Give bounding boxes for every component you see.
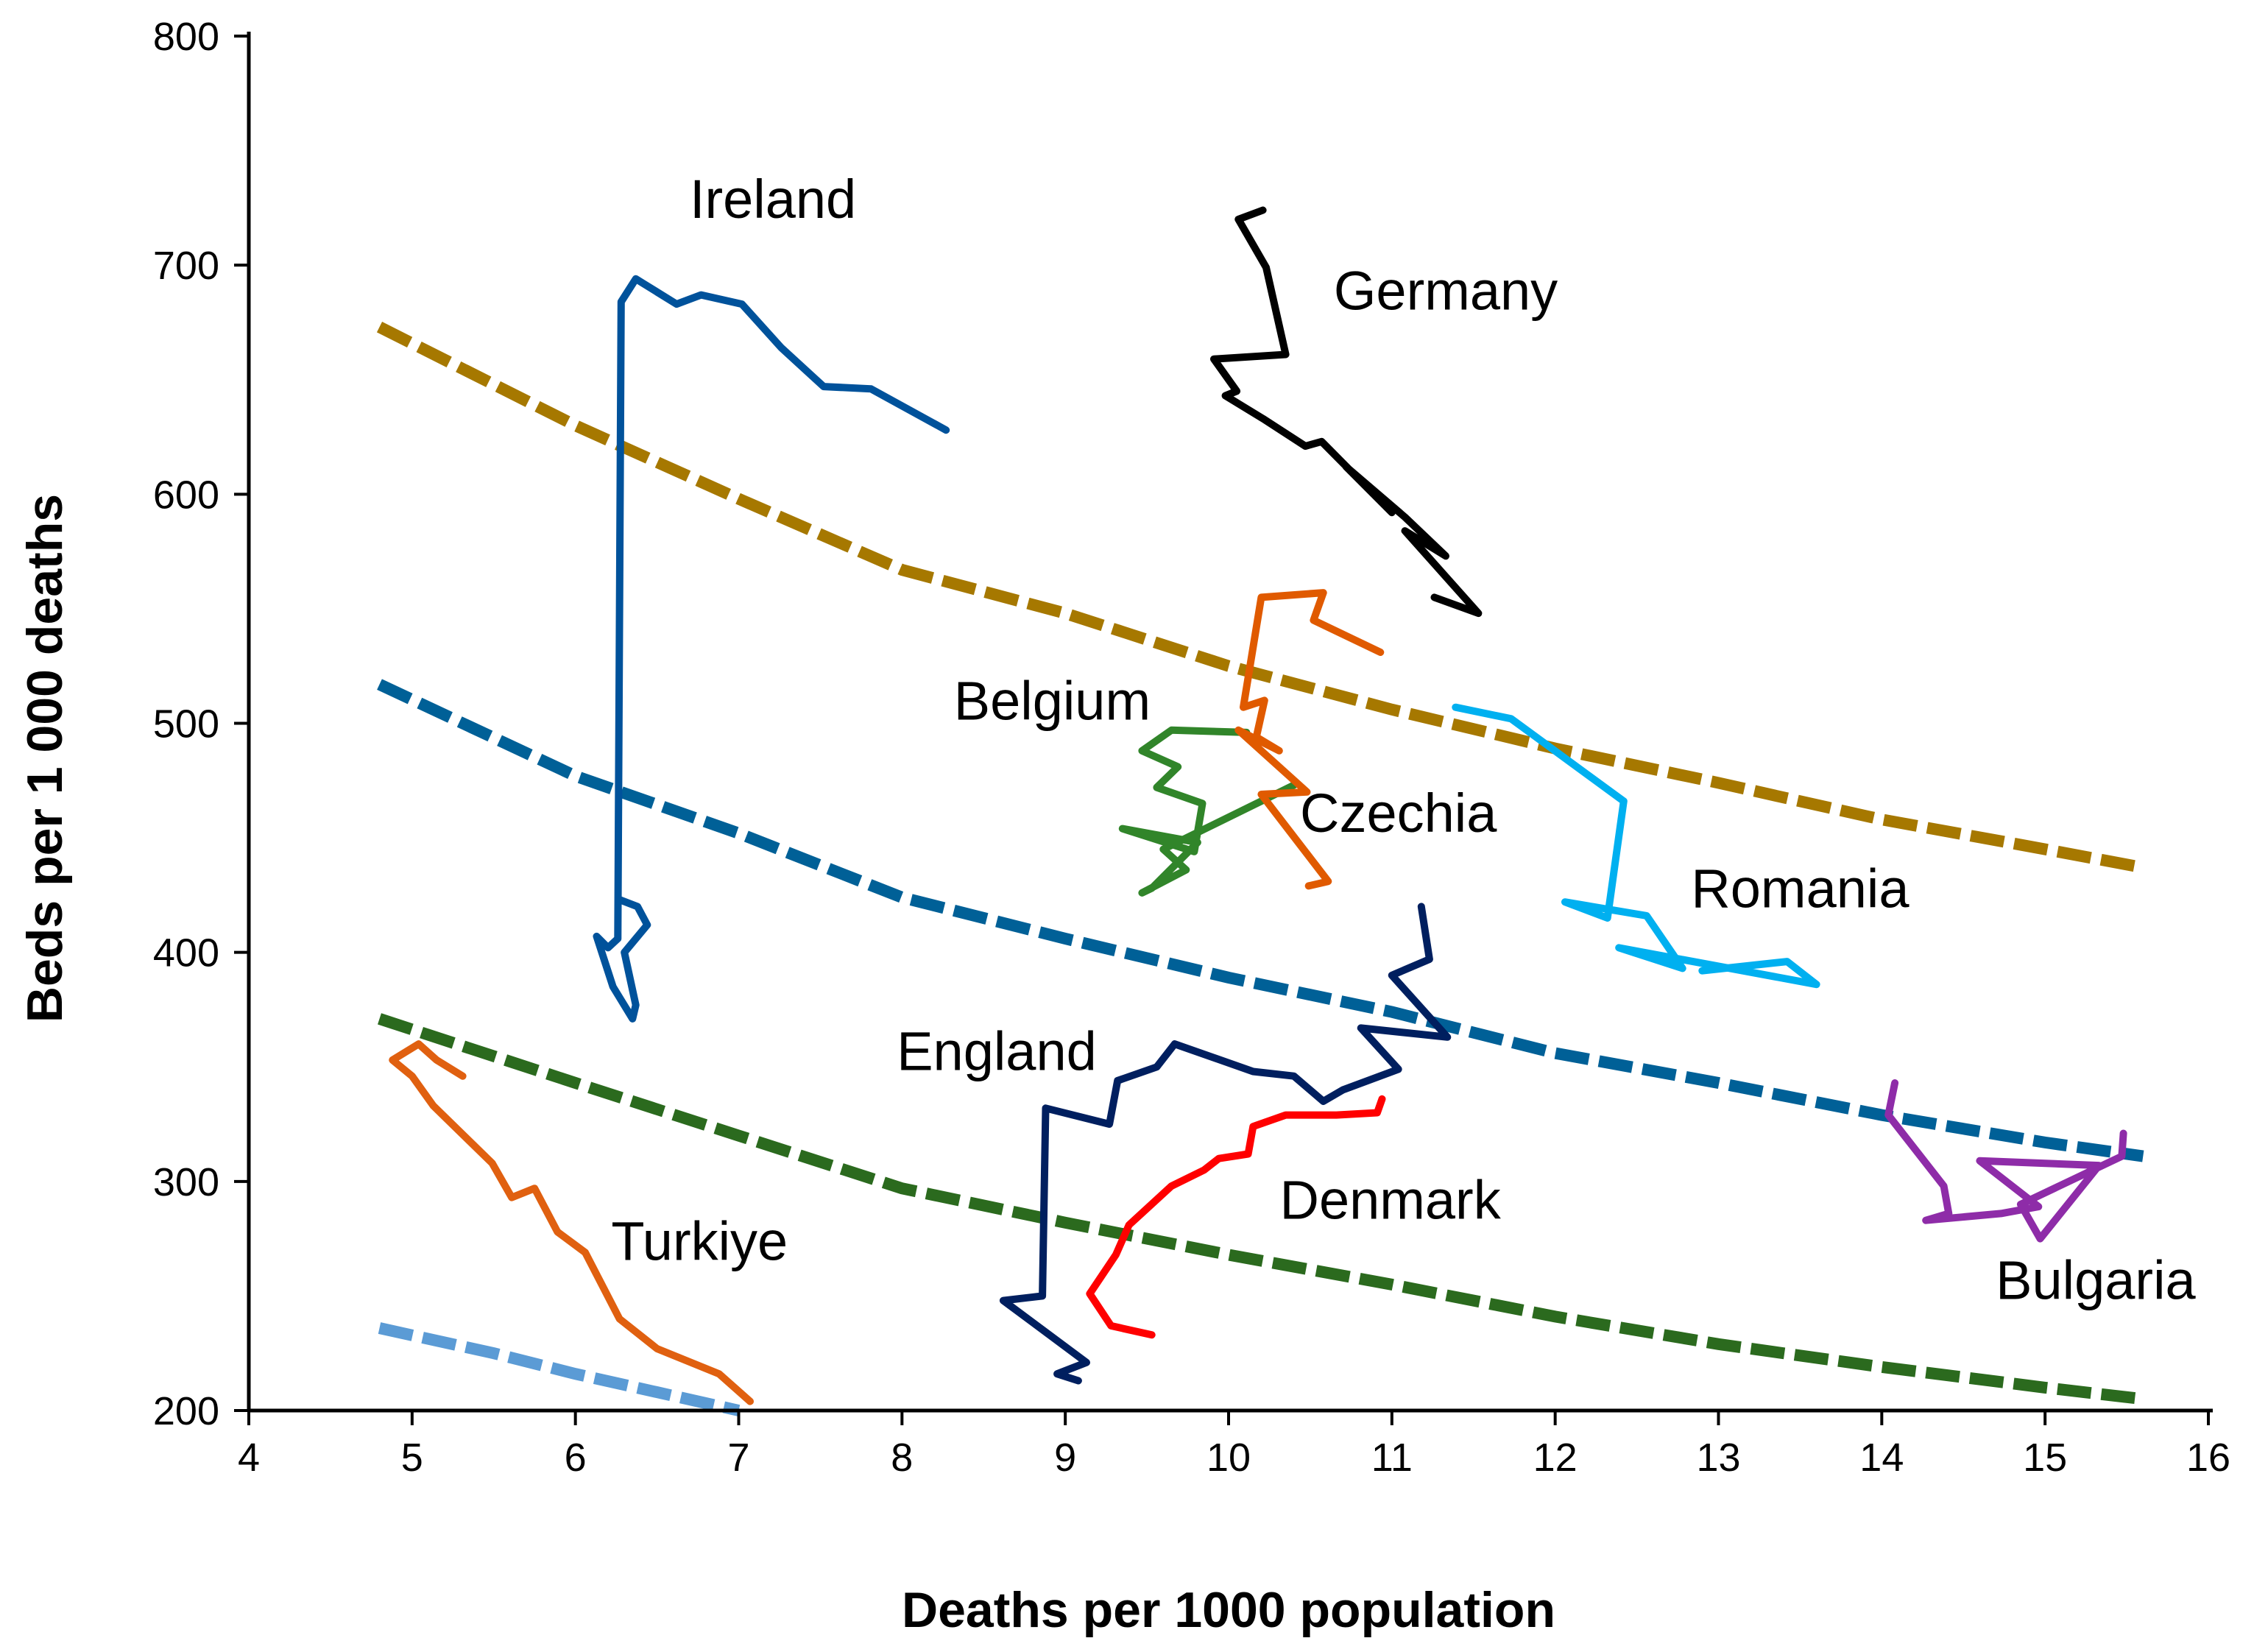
y-tick-label: 500 — [153, 702, 219, 746]
series-line-romania — [1452, 703, 1820, 989]
x-tick-label: 14 — [1859, 1436, 1904, 1480]
series-line-england — [999, 903, 1452, 1385]
x-tick-label: 12 — [1533, 1436, 1578, 1480]
x-tick-label: 13 — [1696, 1436, 1740, 1480]
series-label-denmark: Denmark — [1280, 1170, 1502, 1231]
series-label-bulgaria: Bulgaria — [1996, 1250, 2196, 1311]
y-tick-label: 200 — [153, 1389, 219, 1433]
reference-curve-4 — [378, 1322, 741, 1416]
series-label-romania: Romania — [1691, 858, 1909, 919]
country-series — [389, 206, 2127, 1405]
y-tick-label: 600 — [153, 473, 219, 517]
series-label-germany: Germany — [1334, 260, 1558, 321]
x-tick-label: 6 — [565, 1436, 587, 1480]
x-tick-label: 7 — [727, 1436, 749, 1480]
x-tick-label: 15 — [2023, 1436, 2067, 1480]
y-tick-label: 400 — [153, 931, 219, 975]
series-label-belgium: Belgium — [954, 670, 1151, 731]
series-labels: Ireland Germany Belgium Czechia Romania Engla… — [611, 169, 2196, 1311]
x-tick-label: 9 — [1054, 1436, 1076, 1480]
reference-curve-1 — [376, 322, 2144, 874]
axes: 4 5 6 7 8 9 10 11 12 13 14 15 16 200 300 400 500 600 700 80… — [153, 15, 2230, 1480]
x-axis-title: Deaths per 1000 population — [902, 1582, 1555, 1638]
series-label-turkiye: Turkiye — [611, 1211, 788, 1272]
series-line-belgium — [1118, 726, 1298, 897]
x-tick-label: 5 — [401, 1436, 423, 1480]
series-line-denmark — [1086, 1095, 1386, 1339]
x-tick-label: 16 — [2186, 1436, 2230, 1480]
y-tick-label: 300 — [153, 1160, 219, 1204]
series-label-ireland: Ireland — [690, 169, 856, 230]
reference-curve-3 — [378, 1013, 2144, 1405]
series-line-ireland — [593, 275, 950, 1023]
x-tick-label: 8 — [891, 1436, 913, 1480]
x-tick-label: 4 — [238, 1436, 260, 1480]
reference-curves — [376, 322, 2144, 1416]
x-tick-label: 11 — [1371, 1436, 1413, 1480]
series-label-england: England — [897, 1020, 1097, 1081]
series-label-czechia: Czechia — [1300, 783, 1497, 844]
x-tick-label: 10 — [1207, 1436, 1251, 1480]
series-line-germany — [1210, 206, 1483, 618]
series-line-bulgaria — [1884, 1079, 2127, 1243]
reference-curve-2 — [377, 679, 2144, 1162]
series-line-czechia — [1234, 589, 1385, 890]
y-tick-label: 800 — [153, 15, 219, 59]
series-line-turkiye — [389, 1040, 754, 1405]
y-tick-label: 700 — [153, 244, 219, 288]
y-axis-title: Beds per 1 000 deaths — [17, 494, 73, 1023]
